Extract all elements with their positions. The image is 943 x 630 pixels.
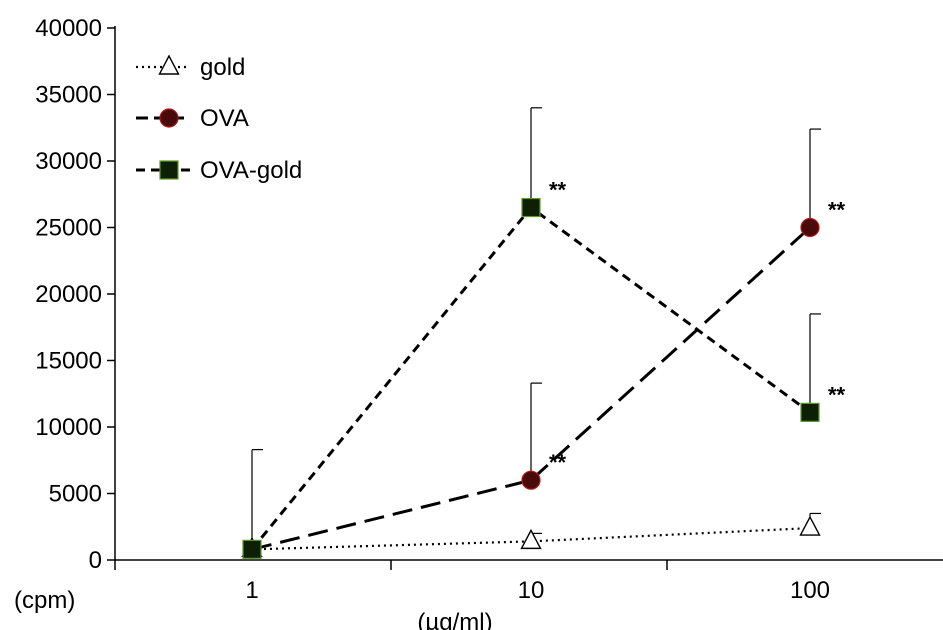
x-tick-label: 100 bbox=[790, 577, 830, 604]
data-point-triangle bbox=[158, 54, 180, 75]
data-point-circle bbox=[159, 108, 179, 128]
series-ova: ** ** bbox=[242, 128, 846, 559]
data-point-square bbox=[159, 160, 179, 180]
y-tick-label: 20000 bbox=[35, 281, 102, 308]
legend-item-ova: OVA bbox=[136, 105, 249, 132]
y-tick-label: 30000 bbox=[35, 148, 102, 175]
significance-label: ** bbox=[828, 198, 846, 223]
y-tick-label: 35000 bbox=[35, 82, 102, 109]
series-layer: ** ** ** ** bbox=[241, 107, 846, 559]
y-tick-label: 15000 bbox=[35, 348, 102, 375]
series-line bbox=[251, 226, 812, 551]
series-line bbox=[250, 205, 811, 551]
significance-label: ** bbox=[549, 450, 567, 475]
y-axis-unit-label: (cpm) bbox=[14, 587, 75, 614]
x-tick-label: 10 bbox=[518, 577, 545, 604]
legend-label: OVA bbox=[200, 105, 249, 132]
y-tick-label: 25000 bbox=[35, 215, 102, 242]
significance-label: ** bbox=[828, 382, 846, 407]
y-tick-label: 10000 bbox=[35, 414, 102, 441]
x-axis-unit-label: (µg/ml) bbox=[417, 609, 492, 630]
legend: gold OVA OVA-gold bbox=[136, 54, 302, 184]
data-point-square bbox=[242, 539, 262, 559]
x-tick-label: 1 bbox=[245, 577, 258, 604]
data-point-square bbox=[800, 402, 820, 422]
y-tick-label: 40000 bbox=[35, 15, 102, 42]
data-point-triangle bbox=[520, 528, 542, 550]
series-ova-gold: ** ** bbox=[242, 107, 846, 559]
legend-item-ova-gold: OVA-gold bbox=[136, 157, 302, 184]
data-point-triangle bbox=[799, 515, 821, 536]
series-gold bbox=[241, 512, 821, 558]
data-point-circle bbox=[800, 217, 820, 238]
y-tick-label: 0 bbox=[89, 547, 102, 574]
significance-label: ** bbox=[549, 178, 567, 203]
legend-label: OVA-gold bbox=[200, 157, 302, 184]
data-point-square bbox=[521, 197, 541, 218]
legend-item-gold: gold bbox=[136, 54, 245, 81]
legend-label: gold bbox=[200, 54, 245, 81]
y-tick-label: 5000 bbox=[49, 481, 102, 508]
axes: 0 5000 10000 15000 20000 25000 30000 35000 40000… bbox=[35, 15, 943, 604]
data-point-circle bbox=[521, 470, 541, 490]
